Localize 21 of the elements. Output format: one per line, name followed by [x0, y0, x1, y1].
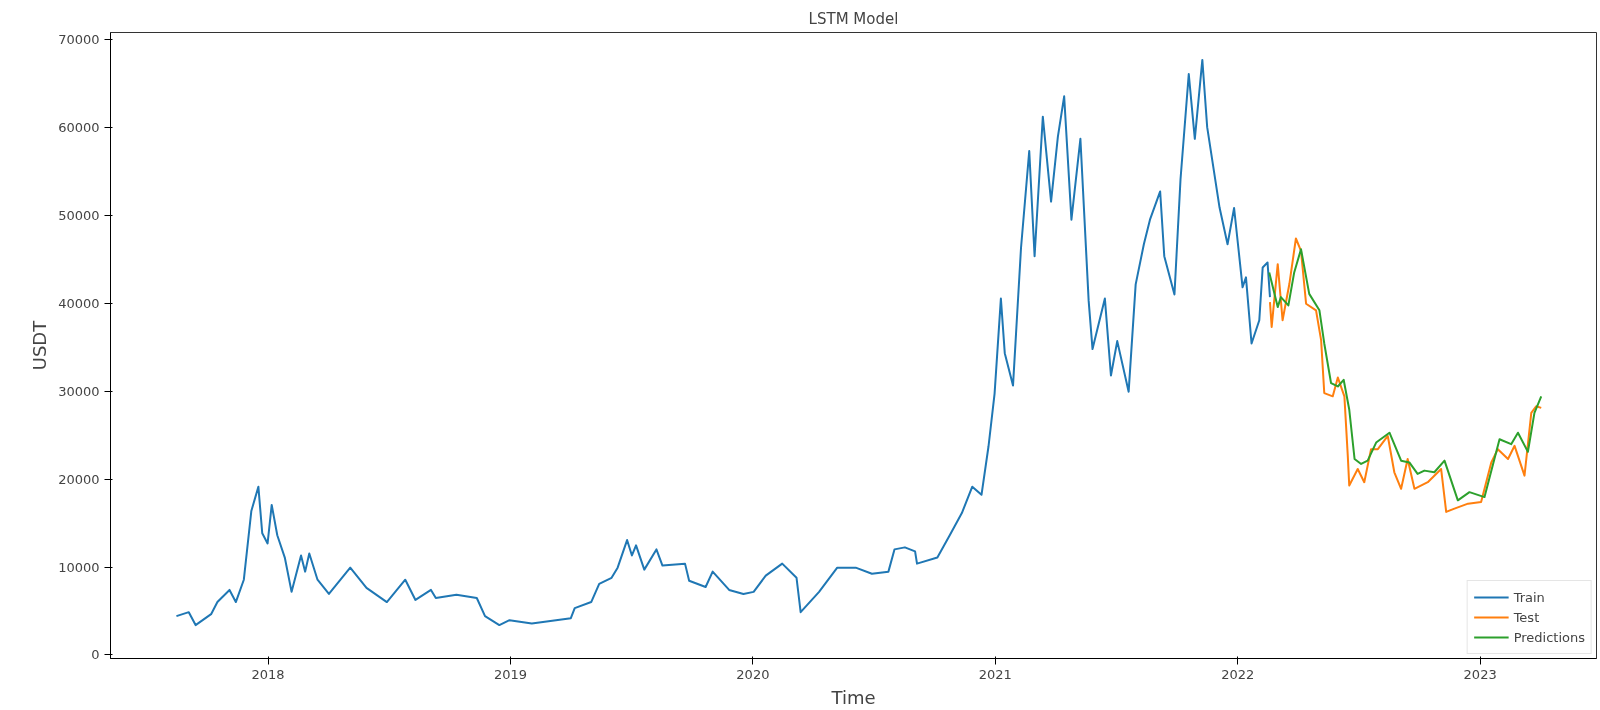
y-tick-label: 20000 [58, 471, 100, 487]
x-tick-label: 2018 [251, 666, 285, 682]
y-tick-label: 30000 [58, 383, 100, 399]
y-tick-label: 10000 [58, 559, 100, 575]
x-tick-label: 2021 [978, 666, 1012, 682]
y-tick-label: 50000 [58, 207, 100, 223]
legend-label: Predictions [1513, 629, 1585, 645]
y-tick-label: 0 [91, 647, 100, 663]
legend-label: Test [1513, 609, 1540, 625]
y-tick-label: 40000 [58, 295, 100, 311]
y-tick-label: 60000 [58, 119, 100, 135]
x-axis-title: Time [830, 686, 876, 708]
y-tick-label: 70000 [58, 32, 100, 48]
y-axis-title: USDT [29, 319, 51, 371]
legend-label: Train [1513, 589, 1545, 605]
chart-title: LSTM Model [808, 9, 899, 28]
x-tick-label: 2022 [1221, 666, 1255, 682]
x-tick-label: 2019 [493, 666, 528, 682]
x-tick-label: 2020 [736, 666, 770, 682]
line-series [175, 58, 1271, 627]
x-tick-label: 2023 [1463, 666, 1497, 682]
